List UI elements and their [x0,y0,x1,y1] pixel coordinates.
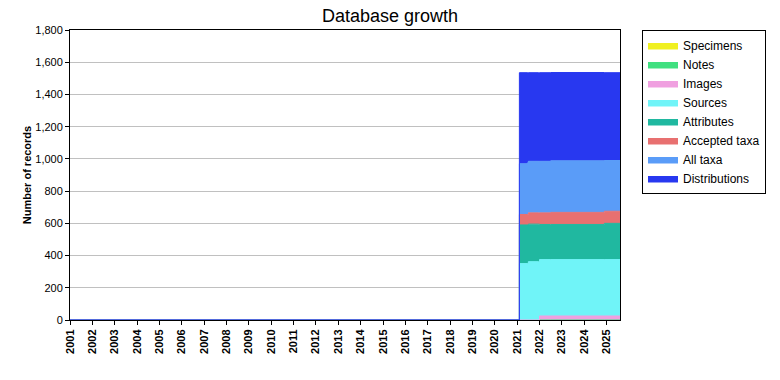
svg-text:2008: 2008 [220,329,232,353]
svg-text:2023: 2023 [555,329,567,353]
svg-text:2009: 2009 [242,329,254,353]
svg-text:All taxa: All taxa [683,153,723,167]
svg-text:2017: 2017 [421,329,433,353]
svg-text:1,800: 1,800 [35,24,63,36]
svg-text:Images: Images [683,77,722,91]
svg-text:2015: 2015 [377,329,389,353]
svg-text:Attributes: Attributes [683,115,734,129]
svg-text:2011: 2011 [287,329,299,353]
svg-text:Accepted taxa: Accepted taxa [683,134,759,148]
svg-text:2024: 2024 [578,329,590,354]
svg-text:2016: 2016 [399,329,411,353]
svg-text:2012: 2012 [310,329,322,353]
svg-text:2022: 2022 [533,329,545,353]
svg-text:200: 200 [44,282,62,294]
svg-text:2007: 2007 [198,329,210,353]
svg-text:Database growth: Database growth [322,6,458,26]
svg-text:Specimens: Specimens [683,39,742,53]
svg-text:0: 0 [57,314,63,326]
svg-text:2001: 2001 [64,329,76,353]
svg-text:600: 600 [44,217,62,229]
svg-text:2003: 2003 [108,329,120,353]
svg-text:800: 800 [44,185,62,197]
svg-text:2025: 2025 [600,329,612,353]
svg-text:2005: 2005 [153,329,165,353]
svg-text:2004: 2004 [131,329,143,354]
svg-text:2021: 2021 [511,329,523,353]
svg-text:1,200: 1,200 [35,121,63,133]
svg-text:1,600: 1,600 [35,56,63,68]
svg-text:1,000: 1,000 [35,153,63,165]
svg-text:2014: 2014 [354,329,366,354]
svg-text:2006: 2006 [175,329,187,353]
svg-text:2019: 2019 [466,329,478,353]
svg-text:2013: 2013 [332,329,344,353]
svg-text:400: 400 [44,249,62,261]
svg-text:Number of records: Number of records [21,126,33,224]
svg-text:2010: 2010 [265,329,277,353]
svg-text:Sources: Sources [683,96,727,110]
svg-text:2020: 2020 [488,329,500,353]
svg-text:2002: 2002 [86,329,98,353]
svg-text:Distributions: Distributions [683,172,749,186]
svg-text:2018: 2018 [444,329,456,353]
svg-text:Notes: Notes [683,58,714,72]
svg-text:1,400: 1,400 [35,88,63,100]
